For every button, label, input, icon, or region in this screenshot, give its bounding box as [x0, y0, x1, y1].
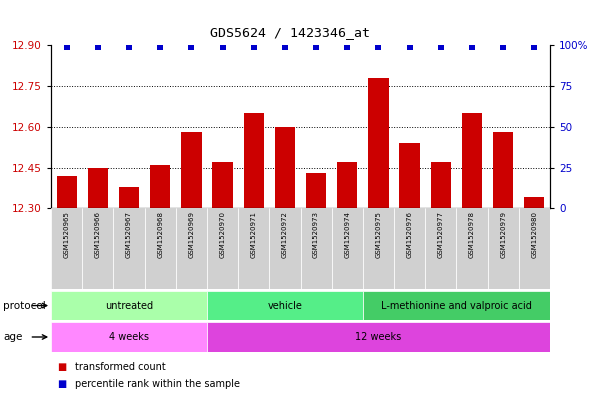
Text: protocol: protocol	[3, 301, 46, 310]
Bar	[51, 291, 207, 320]
Bar	[212, 162, 233, 208]
Text: 12 weeks: 12 weeks	[355, 332, 401, 342]
Text: percentile rank within the sample: percentile rank within the sample	[75, 379, 240, 389]
Bar	[431, 162, 451, 208]
Text: GSM1520978: GSM1520978	[469, 211, 475, 258]
Bar	[275, 127, 295, 208]
Bar	[368, 78, 389, 208]
Text: age: age	[3, 332, 22, 342]
Text: GSM1520979: GSM1520979	[500, 211, 506, 258]
Text: vehicle: vehicle	[267, 301, 302, 310]
Bar	[207, 208, 238, 289]
Bar	[462, 113, 482, 208]
Text: GSM1520967: GSM1520967	[126, 211, 132, 258]
Bar	[400, 143, 419, 208]
Point	[467, 43, 477, 50]
Text: GSM1520977: GSM1520977	[438, 211, 444, 258]
Text: ■: ■	[57, 362, 66, 373]
Text: GSM1520970: GSM1520970	[219, 211, 225, 258]
Point	[218, 43, 227, 50]
Text: GSM1520965: GSM1520965	[64, 211, 70, 257]
Point	[124, 43, 134, 50]
Bar	[207, 291, 363, 320]
Text: 4 weeks: 4 weeks	[109, 332, 149, 342]
Bar	[150, 165, 170, 208]
Text: GSM1520971: GSM1520971	[251, 211, 257, 258]
Bar	[306, 173, 326, 208]
Bar	[487, 208, 519, 289]
Bar	[337, 162, 358, 208]
Point	[405, 43, 415, 50]
Bar	[269, 208, 300, 289]
Bar	[300, 208, 332, 289]
Text: GDS5624 / 1423346_at: GDS5624 / 1423346_at	[210, 26, 370, 39]
Point	[498, 43, 508, 50]
Bar	[88, 167, 108, 208]
Bar	[363, 208, 394, 289]
Text: GSM1520974: GSM1520974	[344, 211, 350, 257]
Point	[436, 43, 445, 50]
Text: GSM1520966: GSM1520966	[95, 211, 101, 258]
Bar	[524, 197, 545, 208]
Text: L-methionine and valproic acid: L-methionine and valproic acid	[381, 301, 532, 310]
Bar	[51, 322, 207, 352]
Point	[374, 43, 383, 50]
Point	[311, 43, 321, 50]
Text: GSM1520975: GSM1520975	[376, 211, 382, 257]
Text: GSM1520969: GSM1520969	[188, 211, 194, 258]
Bar	[394, 208, 426, 289]
Bar	[332, 208, 363, 289]
Bar	[114, 208, 145, 289]
Bar	[519, 208, 550, 289]
Point	[343, 43, 352, 50]
Text: GSM1520980: GSM1520980	[531, 211, 537, 258]
Bar	[243, 113, 264, 208]
Bar	[119, 187, 139, 208]
Bar	[176, 208, 207, 289]
Bar	[456, 208, 487, 289]
Point	[156, 43, 165, 50]
Text: GSM1520973: GSM1520973	[313, 211, 319, 258]
Text: GSM1520976: GSM1520976	[407, 211, 413, 258]
Bar	[51, 208, 82, 289]
Bar	[145, 208, 176, 289]
Bar	[207, 322, 550, 352]
Text: transformed count: transformed count	[75, 362, 166, 373]
Bar	[182, 132, 201, 208]
Text: GSM1520972: GSM1520972	[282, 211, 288, 257]
Bar	[238, 208, 269, 289]
Bar	[363, 291, 550, 320]
Point	[93, 43, 103, 50]
Point	[186, 43, 196, 50]
Bar	[493, 132, 513, 208]
Point	[529, 43, 539, 50]
Text: untreated: untreated	[105, 301, 153, 310]
Text: ■: ■	[57, 379, 66, 389]
Text: GSM1520968: GSM1520968	[157, 211, 163, 258]
Point	[62, 43, 72, 50]
Bar	[426, 208, 456, 289]
Bar	[56, 176, 77, 208]
Point	[249, 43, 258, 50]
Point	[280, 43, 290, 50]
Bar	[82, 208, 114, 289]
